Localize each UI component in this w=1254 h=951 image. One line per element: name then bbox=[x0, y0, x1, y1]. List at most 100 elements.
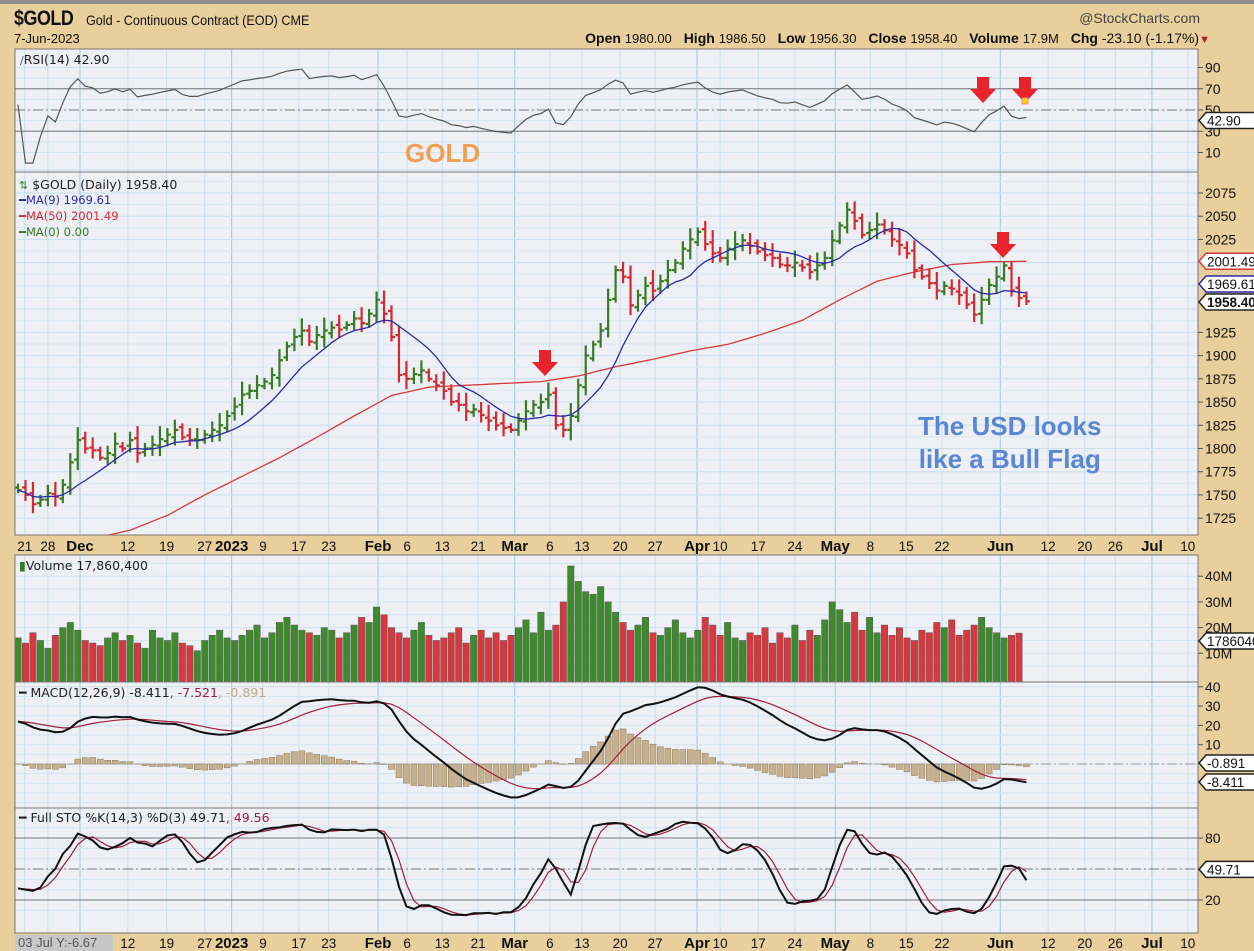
price-bar bbox=[843, 202, 851, 234]
macd-histogram-bar bbox=[828, 763, 836, 773]
ma50-legend: ━MA(50) 2001.49 bbox=[19, 209, 119, 223]
price-series bbox=[15, 201, 1030, 535]
macd-histogram-bar bbox=[627, 733, 634, 765]
volume-bar bbox=[440, 637, 448, 683]
sto-d-line bbox=[17, 821, 1027, 916]
price-axis-label: 1900 bbox=[1205, 348, 1236, 364]
price-bar bbox=[134, 426, 142, 463]
volume-bar bbox=[373, 606, 381, 683]
ma9-value-tag: 1969.61 bbox=[1207, 277, 1254, 292]
low-value: 1956.30 bbox=[809, 31, 857, 46]
price-bar bbox=[246, 384, 254, 399]
price-bar bbox=[21, 480, 29, 501]
macd-histogram-bar bbox=[52, 763, 59, 770]
macd-histogram-bar bbox=[208, 763, 216, 771]
price-axis-label: 2050 bbox=[1205, 208, 1236, 224]
rsi-legend-text: RSI(14) 42.90 bbox=[23, 52, 110, 67]
date-axis-label: 12 bbox=[1041, 539, 1056, 554]
macd-histogram-bar bbox=[776, 763, 784, 777]
down-triangle-icon: ▼ bbox=[1199, 34, 1210, 46]
description-text: Gold - Continuous Contract (EOD) bbox=[86, 12, 278, 28]
price-bar bbox=[455, 392, 463, 412]
bottom-date-axis-label: 23 bbox=[321, 936, 336, 951]
rsi-value-tag: 42.90 bbox=[1207, 114, 1241, 129]
macd-histogram-bar bbox=[978, 763, 985, 779]
price-bar bbox=[365, 309, 373, 328]
volume-bar bbox=[649, 632, 657, 683]
price-bar bbox=[993, 266, 1001, 295]
price-bar bbox=[178, 423, 186, 441]
macd-histogram-bar bbox=[769, 763, 776, 775]
price-bar bbox=[544, 382, 552, 409]
date-axis-label: 12 bbox=[120, 539, 135, 554]
cursor-readout: 03 Jul Y:-6.67 bbox=[15, 935, 113, 951]
volume-bar bbox=[761, 627, 769, 683]
price-bar bbox=[1022, 291, 1030, 306]
date-axis-label: 26 bbox=[1108, 539, 1123, 554]
volume-bar bbox=[866, 617, 874, 683]
price-bar bbox=[477, 402, 485, 423]
price-bar bbox=[537, 393, 545, 415]
sto-value-tag: 49.71 bbox=[1207, 862, 1241, 877]
volume-bar bbox=[261, 637, 268, 683]
price-bar bbox=[851, 201, 859, 230]
volume-bar bbox=[305, 632, 313, 683]
date-axis-label: 27 bbox=[197, 539, 212, 554]
date-axis-label: 23 bbox=[321, 539, 336, 554]
exchange-text: CME bbox=[281, 12, 310, 28]
macd-legend: ━ MACD(12,26,9) -8.411, -7.521, -0.891 bbox=[19, 685, 267, 700]
macd-histogram-bar bbox=[410, 763, 418, 786]
macd-histogram-bar bbox=[462, 763, 470, 787]
macd-histogram-bar bbox=[253, 759, 261, 765]
price-bar bbox=[634, 289, 642, 312]
volume-bar bbox=[492, 632, 500, 683]
price-bar bbox=[776, 253, 784, 269]
sto-axis-label: 80 bbox=[1205, 830, 1221, 846]
volume-bar bbox=[671, 619, 679, 683]
volume-bar bbox=[776, 632, 784, 683]
bottom-date-axis-label: 26 bbox=[1108, 936, 1123, 951]
ma50-line bbox=[105, 260, 1027, 535]
volume-bar bbox=[597, 586, 605, 683]
price-bar bbox=[298, 318, 306, 346]
date-axis-label: 17 bbox=[751, 539, 766, 554]
bottom-date-axis-label: 20 bbox=[613, 936, 628, 951]
volume-bar bbox=[940, 627, 948, 683]
volume-bar bbox=[970, 624, 978, 683]
price-bar bbox=[918, 264, 926, 280]
volume-bar bbox=[343, 632, 351, 683]
ma9-value-tag-box bbox=[1198, 275, 1254, 293]
macd-histogram-bar bbox=[806, 763, 814, 780]
annotation-line: The USD looks bbox=[918, 411, 1102, 441]
ma9-legend-text: MA(9) 1969.61 bbox=[25, 193, 112, 207]
high-value: 1986.50 bbox=[718, 31, 766, 46]
macd-histogram-bar bbox=[694, 749, 702, 765]
bottom-date-axis-label: 22 bbox=[935, 936, 950, 951]
volume-value-tag: 17860400 bbox=[1207, 634, 1254, 649]
volume-bar bbox=[432, 640, 440, 683]
price-bar bbox=[238, 381, 246, 416]
volume-legend-text: Volume 17,860,400 bbox=[25, 558, 148, 573]
volume-bar bbox=[335, 637, 343, 683]
volume-bar bbox=[604, 601, 612, 683]
macd-histogram-bar bbox=[74, 758, 82, 765]
price-bar bbox=[582, 345, 590, 396]
macd-histogram-bar bbox=[515, 763, 522, 776]
volume-bar bbox=[223, 637, 231, 683]
price-bar bbox=[783, 257, 791, 273]
macd-histogram-bar bbox=[313, 754, 321, 765]
brand-link[interactable]: @StockCharts.com bbox=[1079, 10, 1200, 26]
bottom-date-axis-label: 24 bbox=[787, 936, 803, 951]
price-bar bbox=[514, 413, 522, 436]
volume-bar bbox=[268, 632, 276, 683]
volume-bar bbox=[178, 642, 186, 683]
price-bar bbox=[798, 259, 806, 272]
macd-histogram-bar bbox=[335, 758, 343, 765]
close-label: Close bbox=[868, 30, 907, 46]
macd-histogram-bar bbox=[395, 763, 403, 778]
macd-histogram-bar bbox=[687, 749, 694, 765]
price-bar bbox=[223, 410, 231, 433]
date-axis-label: Jul bbox=[1141, 538, 1163, 555]
open-label: Open bbox=[585, 30, 621, 46]
